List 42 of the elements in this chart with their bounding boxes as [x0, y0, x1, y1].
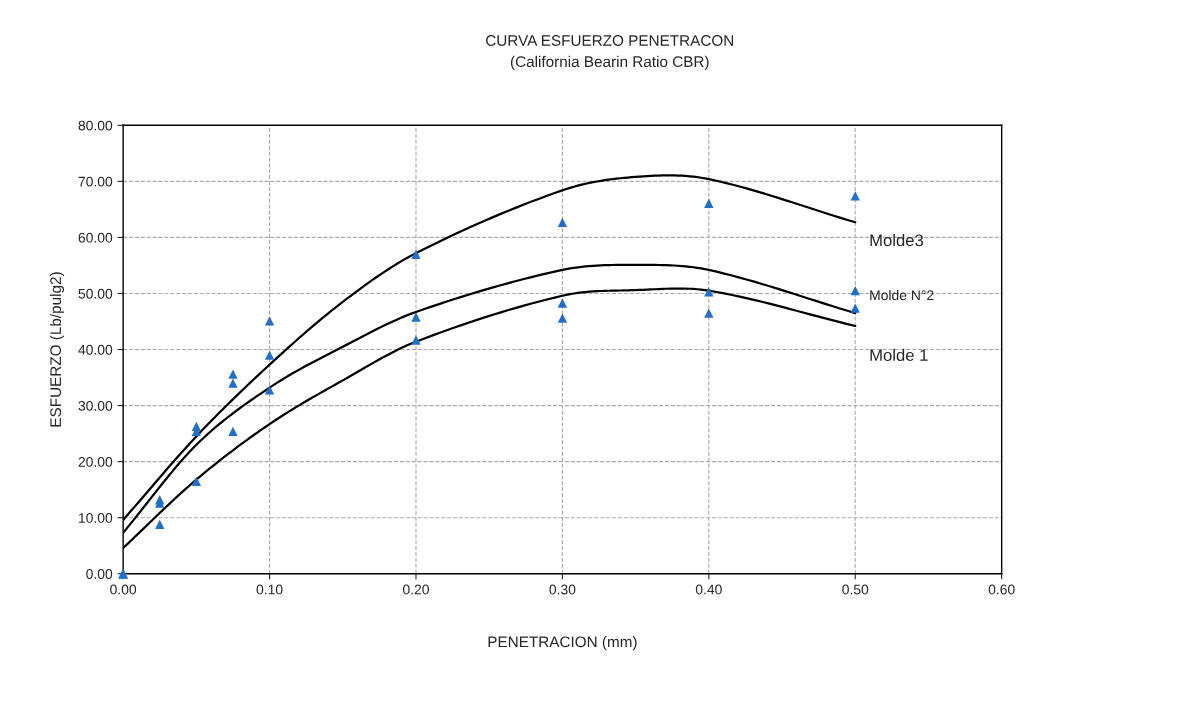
- point: [557, 298, 568, 308]
- x-tick-label: 0.10: [256, 584, 283, 595]
- y-tick-label: 60.00: [78, 232, 113, 243]
- chart-title: CURVA ESFUERZO PENETRACON: [486, 35, 734, 46]
- y-tick-label: 80.00: [78, 120, 113, 131]
- point: [850, 286, 860, 296]
- point: [264, 316, 275, 326]
- point: [411, 335, 421, 345]
- x-tick-label: 0.20: [403, 584, 429, 595]
- y-axis-title: ESFUERZO (Lb/pulg2): [49, 272, 65, 427]
- chart-subtitle: (California Bearin Ratio CBR): [510, 55, 709, 71]
- x-tick-label: 0.30: [549, 584, 576, 595]
- series-label: Molde N°2: [870, 289, 934, 301]
- point: [191, 476, 202, 486]
- point: [704, 198, 714, 208]
- y-tick-label: 50.00: [78, 288, 113, 299]
- y-tick-label: 0.00: [86, 569, 113, 579]
- point: [557, 313, 568, 323]
- point: [850, 191, 860, 201]
- point: [228, 369, 238, 379]
- point: [228, 426, 238, 437]
- series-label: Molde 1: [870, 348, 928, 362]
- point: [411, 312, 421, 322]
- point: [850, 303, 860, 313]
- y-tick-label: 40.00: [78, 344, 113, 355]
- x-tick-label: 0.40: [695, 584, 722, 595]
- point: [411, 249, 421, 259]
- point: [704, 308, 714, 318]
- x-axis-title: PENETRACION (mm): [488, 636, 637, 651]
- point: [228, 378, 238, 388]
- y-tick-label: 10.00: [79, 513, 113, 523]
- point: [264, 385, 275, 395]
- y-tick-label: 70.00: [78, 176, 113, 187]
- series-label: Molde3: [870, 233, 924, 247]
- x-tick-label: 0.60: [988, 584, 1015, 595]
- y-tick-label: 30.00: [78, 400, 113, 411]
- point: [557, 217, 568, 227]
- y-tick-label: 20.00: [78, 456, 113, 467]
- x-tick-label: 0.00: [110, 584, 137, 595]
- point: [264, 350, 275, 360]
- x-tick-label: 0.50: [842, 584, 869, 595]
- point: [155, 519, 165, 530]
